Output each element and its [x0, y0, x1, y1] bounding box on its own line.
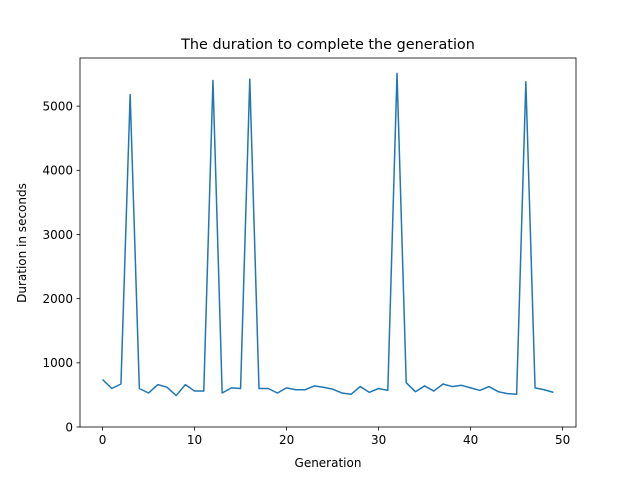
- x-tick-label: 50: [555, 433, 570, 447]
- data-point: [304, 389, 306, 391]
- data-point: [424, 385, 426, 387]
- data-point: [203, 390, 205, 392]
- data-point: [295, 389, 297, 391]
- data-point: [129, 94, 131, 96]
- y-tick-label: 3000: [42, 228, 73, 242]
- data-point: [516, 393, 518, 395]
- x-tick-label: 40: [463, 433, 478, 447]
- data-point: [120, 383, 122, 385]
- data-point: [396, 73, 398, 75]
- data-point: [405, 382, 407, 384]
- data-point: [507, 393, 509, 395]
- data-point: [231, 387, 233, 389]
- data-point: [433, 390, 435, 392]
- data-point: [451, 386, 453, 388]
- data-point: [157, 384, 159, 386]
- series-line: [102, 72, 554, 397]
- data-point: [534, 387, 536, 389]
- data-point: [111, 388, 113, 390]
- x-tick-label: 0: [99, 433, 107, 447]
- y-tick-label: 0: [65, 420, 73, 434]
- data-point: [415, 391, 417, 393]
- data-point: [249, 78, 251, 80]
- y-tick-label: 2000: [42, 292, 73, 306]
- data-point: [313, 385, 315, 387]
- data-point: [378, 388, 380, 390]
- data-point: [258, 388, 260, 390]
- x-tick-label: 10: [187, 433, 202, 447]
- data-point: [479, 390, 481, 392]
- data-point: [332, 388, 334, 390]
- data-point: [553, 392, 555, 394]
- chart-title: The duration to complete the generation: [180, 37, 475, 53]
- data-point: [267, 388, 269, 390]
- data-point: [525, 81, 527, 83]
- x-axis-title: Generation: [295, 456, 362, 470]
- data-point: [166, 386, 168, 388]
- data-point: [194, 390, 196, 392]
- data-point: [323, 386, 325, 388]
- y-tick-label: 4000: [42, 164, 73, 178]
- y-tick-label: 5000: [42, 99, 73, 113]
- data-point: [470, 387, 472, 389]
- data-point: [461, 384, 463, 386]
- x-tick-label: 30: [371, 433, 386, 447]
- data-point: [543, 389, 545, 391]
- data-point: [148, 392, 150, 394]
- data-point: [488, 386, 490, 388]
- data-point: [175, 395, 177, 397]
- data-point: [221, 392, 223, 394]
- data-point: [359, 386, 361, 388]
- data-point: [350, 393, 352, 395]
- y-tick-label: 1000: [42, 356, 73, 370]
- data-point: [387, 390, 389, 392]
- data-point: [240, 388, 242, 390]
- data-point: [369, 392, 371, 394]
- y-axis-title: Duration in seconds: [15, 183, 29, 303]
- data-point: [286, 387, 288, 389]
- data-point: [341, 392, 343, 394]
- data-point: [102, 379, 104, 381]
- data-point: [212, 80, 214, 82]
- data-point: [277, 392, 279, 394]
- data-point: [497, 391, 499, 393]
- data-point: [139, 388, 141, 390]
- plot-frame: [79, 57, 577, 428]
- data-point: [442, 383, 444, 385]
- x-tick-label: 20: [279, 433, 294, 447]
- data-point: [185, 384, 187, 386]
